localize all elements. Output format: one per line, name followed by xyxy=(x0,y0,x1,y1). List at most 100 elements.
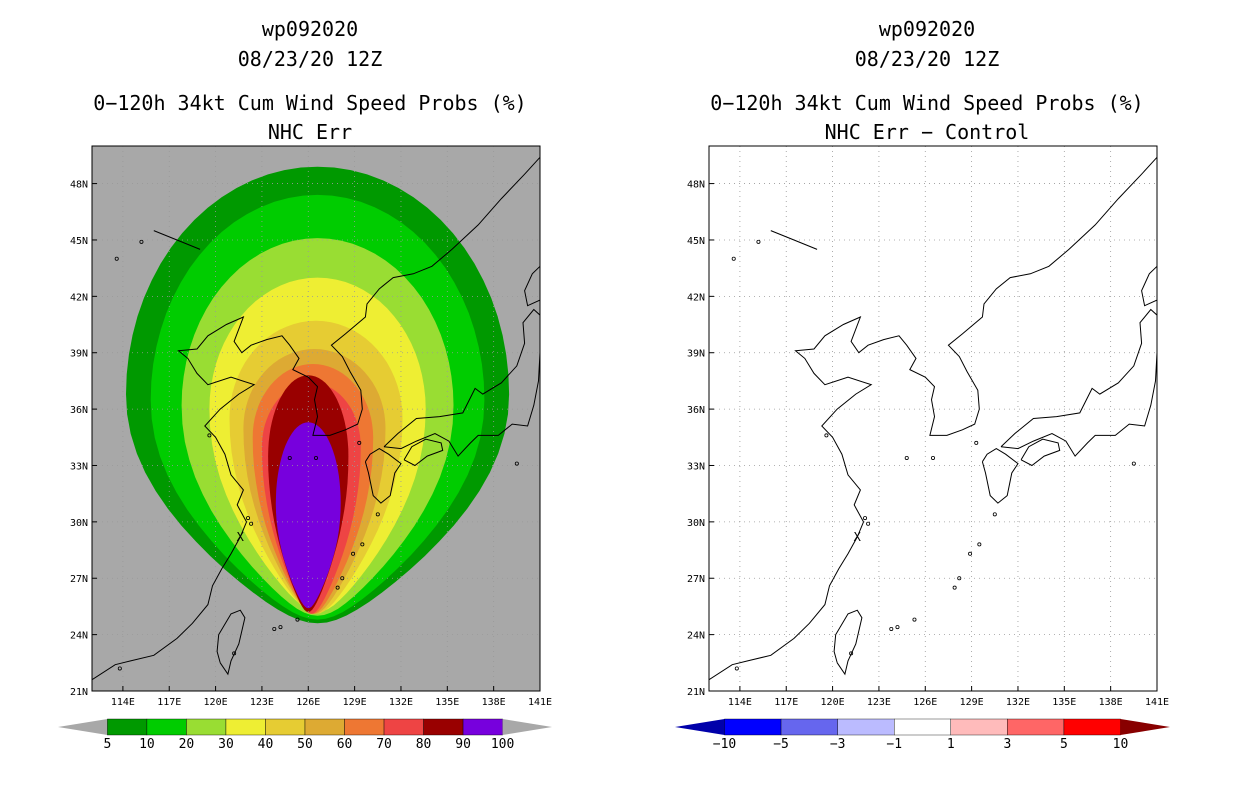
lat-tick-label: 21N xyxy=(70,687,88,698)
lon-tick-label: 126E xyxy=(296,697,320,708)
lon-tick-label: 141E xyxy=(1145,697,1169,708)
lon-tick-label: 132E xyxy=(1006,697,1030,708)
island xyxy=(863,516,868,521)
lat-tick-label: 45N xyxy=(687,236,705,247)
lon-tick-label: 120E xyxy=(821,697,845,708)
lon-tick-label: 120E xyxy=(204,697,228,708)
coastline xyxy=(1000,308,1157,457)
lat-tick-label: 36N xyxy=(687,405,705,416)
left-axis-ticks: 114E 117E 120E 123E 126E 129E 132E 135E 138E 141E… xyxy=(70,180,552,708)
right-chart-title: 0−120h 34kt Cum Wind Speed Probs (%) xyxy=(710,91,1143,115)
island xyxy=(246,516,251,521)
coastline xyxy=(709,156,1157,681)
colorbar-swatch xyxy=(344,718,385,736)
lat-tick-label: 48N xyxy=(70,180,88,191)
island xyxy=(957,576,962,581)
right-storm-id: wp092020 xyxy=(879,17,975,41)
lat-tick-label: 30N xyxy=(687,518,705,529)
right-panel: wp092020 08/23/20 12Z 0−120h 34kt Cum Wi… xyxy=(675,17,1170,752)
colorbar-label: 40 xyxy=(258,737,274,752)
colorbar-swatch xyxy=(837,718,895,736)
island xyxy=(351,551,356,556)
island xyxy=(295,617,300,622)
contour-90 xyxy=(275,422,341,609)
island xyxy=(249,521,254,526)
coastline xyxy=(92,156,540,681)
lon-tick-label: 126E xyxy=(913,697,937,708)
colorbar-label: 10 xyxy=(139,737,155,752)
island xyxy=(731,256,736,261)
colorbar-label: −5 xyxy=(773,737,789,752)
colorbar-label: 70 xyxy=(376,737,392,752)
lat-tick-label: 33N xyxy=(687,461,705,472)
island xyxy=(734,666,739,671)
colorbar-label: 1 xyxy=(947,737,955,752)
colorbar-swatch xyxy=(186,718,227,736)
left-storm-marker: X xyxy=(237,530,245,544)
colorbar-swatch xyxy=(225,718,266,736)
island xyxy=(232,651,237,656)
right-coastlines xyxy=(709,156,1157,681)
island xyxy=(335,585,340,590)
right-colorbar: −10 −5 −3 −1 1 3 5 10 xyxy=(675,718,1170,752)
lon-tick-label: 135E xyxy=(1052,697,1076,708)
colorbar-swatch xyxy=(780,718,838,736)
island xyxy=(977,542,982,547)
colorbar-swatch xyxy=(1063,718,1121,736)
island xyxy=(968,551,973,556)
island xyxy=(889,626,894,631)
island xyxy=(912,617,917,622)
right-axis-ticks: 114E 117E 120E 123E 126E 129E 132E 135E 138E 141E… xyxy=(687,180,1169,708)
right-map-frame xyxy=(708,145,1158,692)
lon-tick-label: 117E xyxy=(774,697,798,708)
left-coastlines xyxy=(92,156,540,681)
island xyxy=(340,576,345,581)
colorbar-swatch xyxy=(894,718,951,736)
lon-tick-label: 129E xyxy=(960,697,984,708)
lat-tick-label: 36N xyxy=(70,405,88,416)
coastline xyxy=(524,265,540,307)
coastline xyxy=(383,308,540,457)
coastline xyxy=(364,448,402,504)
coastline xyxy=(981,448,1019,504)
coastline xyxy=(153,230,201,250)
colorbar-end-left xyxy=(675,719,725,735)
colorbar-swatch xyxy=(146,718,187,736)
island xyxy=(272,626,277,631)
coastline xyxy=(1141,265,1157,307)
left-map-frame xyxy=(91,145,541,692)
coastline xyxy=(833,609,863,676)
lat-tick-label: 30N xyxy=(70,518,88,529)
lat-tick-label: 27N xyxy=(70,574,88,585)
colorbar-label: −3 xyxy=(830,737,846,752)
colorbar-swatch xyxy=(383,718,424,736)
lat-tick-label: 48N xyxy=(687,180,705,191)
left-colorbar: 5 10 20 30 40 50 60 70 80 90 100 xyxy=(58,718,552,752)
island xyxy=(849,651,854,656)
lat-tick-label: 42N xyxy=(70,292,88,303)
island xyxy=(895,625,900,630)
lat-tick-label: 21N xyxy=(687,687,705,698)
coastline xyxy=(403,438,444,467)
lat-tick-label: 42N xyxy=(687,292,705,303)
lat-tick-label: 33N xyxy=(70,461,88,472)
colorbar-swatch xyxy=(107,718,148,736)
colorbar-label: 60 xyxy=(337,737,353,752)
right-storm-marker: X xyxy=(854,530,862,544)
island xyxy=(360,542,365,547)
coastline xyxy=(216,609,246,676)
island xyxy=(992,512,997,517)
colorbar-label: 10 xyxy=(1113,737,1129,752)
lat-tick-label: 24N xyxy=(687,631,705,642)
lon-tick-label: 141E xyxy=(528,697,552,708)
island xyxy=(117,666,122,671)
island xyxy=(114,256,119,261)
lon-tick-label: 123E xyxy=(250,697,274,708)
left-datetime: 08/23/20 12Z xyxy=(238,47,383,71)
island xyxy=(974,440,979,445)
lon-tick-label: 114E xyxy=(111,697,135,708)
island xyxy=(756,239,761,244)
island xyxy=(139,239,144,244)
colorbar-label: 90 xyxy=(455,737,471,752)
